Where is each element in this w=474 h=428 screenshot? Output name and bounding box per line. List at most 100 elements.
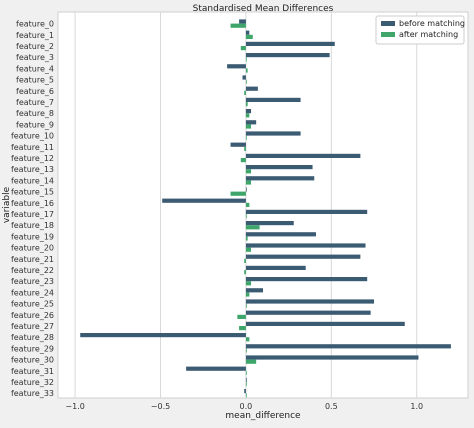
bar-before-feature_8 bbox=[245, 109, 252, 114]
bar-after-feature_10 bbox=[245, 135, 247, 140]
bar-after-feature_29 bbox=[245, 348, 247, 353]
y-tick-label: feature_18 bbox=[11, 221, 54, 230]
bar-before-feature_16 bbox=[162, 198, 246, 203]
y-tick-label: feature_1 bbox=[16, 31, 54, 40]
bar-after-feature_4 bbox=[245, 68, 248, 73]
y-tick-label: feature_3 bbox=[16, 53, 54, 62]
bar-before-feature_30 bbox=[245, 355, 419, 360]
y-tick-labels: feature_0 feature_1 feature_2 feature_3feat… bbox=[11, 20, 54, 399]
bar-before-feature_22 bbox=[245, 265, 306, 270]
bar-before-feature_24 bbox=[245, 288, 263, 293]
bar-after-feature_15 bbox=[230, 191, 246, 196]
y-tick-label: feature_30 bbox=[11, 356, 54, 365]
legend-swatch bbox=[381, 21, 395, 26]
legend-label: before matching bbox=[399, 19, 465, 28]
bar-after-feature_27 bbox=[239, 326, 246, 331]
y-tick-label: feature_22 bbox=[11, 266, 54, 275]
bar-before-feature_5 bbox=[242, 75, 246, 80]
x-tick-label: −1.0 bbox=[65, 402, 84, 411]
y-tick-label: feature_16 bbox=[11, 199, 54, 208]
bar-after-feature_33 bbox=[245, 393, 247, 398]
plot-area bbox=[57, 11, 469, 399]
legend: before matching after matching bbox=[375, 15, 465, 45]
legend-label: after matching bbox=[399, 30, 458, 39]
y-tick-label: feature_28 bbox=[11, 333, 54, 342]
bar-before-feature_2 bbox=[245, 41, 335, 46]
x-tick-label: 0.5 bbox=[325, 402, 338, 411]
bar-before-feature_10 bbox=[245, 131, 301, 136]
y-tick-label: feature_12 bbox=[11, 154, 54, 163]
bar-before-feature_26 bbox=[245, 310, 371, 315]
bar-after-feature_16 bbox=[245, 202, 250, 207]
y-tick-label: feature_27 bbox=[11, 322, 54, 331]
x-axis-label: mean_difference bbox=[225, 411, 301, 421]
y-tick-label: feature_11 bbox=[11, 143, 54, 152]
bar-after-feature_25 bbox=[245, 303, 247, 308]
y-tick-label: feature_14 bbox=[11, 176, 54, 185]
y-tick-label: feature_24 bbox=[11, 288, 54, 297]
bar-after-feature_9 bbox=[245, 124, 252, 129]
bar-after-feature_7 bbox=[245, 102, 248, 107]
bar-before-feature_32 bbox=[245, 377, 247, 382]
y-tick-label: feature_5 bbox=[16, 76, 54, 85]
bar-after-feature_17 bbox=[245, 214, 247, 219]
bar-after-feature_24 bbox=[245, 292, 250, 297]
y-tick-label: feature_17 bbox=[11, 210, 54, 219]
bar-before-feature_29 bbox=[245, 344, 451, 349]
bar-before-feature_14 bbox=[245, 176, 315, 181]
bar-before-feature_0 bbox=[239, 19, 246, 24]
y-tick-label: feature_20 bbox=[11, 244, 54, 253]
bar-after-feature_1 bbox=[245, 34, 253, 39]
bar-after-feature_13 bbox=[245, 169, 252, 174]
bar-before-feature_18 bbox=[245, 221, 294, 226]
bars bbox=[80, 19, 451, 398]
bar-after-feature_20 bbox=[245, 247, 252, 252]
y-tick-label: feature_29 bbox=[11, 344, 54, 353]
y-tick-label: feature_6 bbox=[16, 87, 54, 96]
bar-after-feature_22 bbox=[244, 270, 246, 275]
bar-after-feature_12 bbox=[240, 158, 246, 163]
bar-after-feature_30 bbox=[245, 359, 257, 364]
bar-before-feature_23 bbox=[245, 277, 368, 282]
y-tick-label: feature_7 bbox=[16, 98, 54, 107]
legend-swatch bbox=[381, 32, 395, 37]
y-tick-label: feature_10 bbox=[11, 132, 54, 141]
y-tick-label: feature_13 bbox=[11, 165, 54, 174]
legend-box bbox=[375, 15, 465, 45]
bar-after-feature_32 bbox=[245, 382, 247, 387]
y-tick-label: feature_33 bbox=[11, 389, 54, 398]
bar-after-feature_5 bbox=[245, 79, 247, 84]
bar-before-feature_13 bbox=[245, 165, 313, 170]
bar-after-feature_8 bbox=[245, 113, 250, 118]
bar-before-feature_9 bbox=[245, 120, 257, 125]
x-tick-labels: −1.0 −0.5 0.0 0.5 1.0 bbox=[65, 402, 423, 411]
bar-before-feature_11 bbox=[230, 142, 246, 147]
bar-before-feature_25 bbox=[245, 299, 375, 304]
y-tick-label: feature_26 bbox=[11, 311, 54, 320]
bar-before-feature_1 bbox=[245, 30, 250, 35]
y-tick-label: feature_15 bbox=[11, 188, 54, 197]
chart-title: Standardised Mean Differences bbox=[193, 4, 334, 14]
x-tick-label: 1.0 bbox=[410, 402, 423, 411]
y-tick-label: feature_23 bbox=[11, 277, 54, 286]
bar-after-feature_21 bbox=[244, 258, 246, 263]
bar-after-feature_2 bbox=[240, 46, 246, 51]
bar-before-feature_31 bbox=[186, 366, 246, 371]
bar-before-feature_19 bbox=[245, 232, 316, 237]
bar-after-feature_6 bbox=[244, 90, 246, 95]
x-tick-label: −0.5 bbox=[151, 402, 170, 411]
y-tick-label: feature_0 bbox=[16, 20, 54, 29]
bar-after-feature_3 bbox=[245, 57, 247, 62]
x-tick-label: 0.0 bbox=[240, 402, 253, 411]
bar-after-feature_11 bbox=[244, 146, 246, 151]
y-tick-label: feature_8 bbox=[16, 109, 54, 118]
y-tick-label: feature_4 bbox=[16, 64, 54, 73]
y-tick-label: feature_21 bbox=[11, 255, 54, 264]
bar-before-feature_27 bbox=[245, 321, 405, 326]
bar-before-feature_21 bbox=[245, 254, 361, 259]
bar-before-feature_3 bbox=[245, 53, 330, 58]
y-tick-label: feature_25 bbox=[11, 300, 54, 309]
bar-before-feature_15 bbox=[245, 187, 247, 192]
bar-after-feature_0 bbox=[230, 23, 246, 28]
